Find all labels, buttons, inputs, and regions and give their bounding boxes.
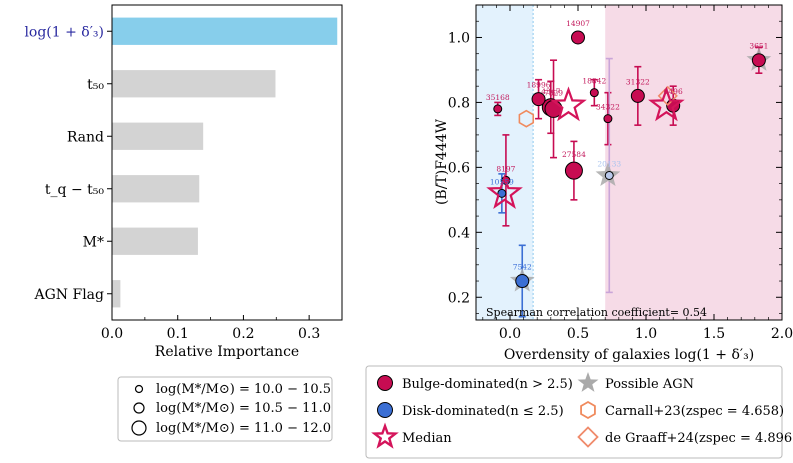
galaxy-id-label: 3651 bbox=[749, 42, 768, 51]
scatter-y-tick-label: 0.4 bbox=[448, 225, 470, 241]
bulge-point bbox=[630, 88, 645, 103]
carnall-legend-marker bbox=[580, 400, 596, 420]
importance-x-tick-label: 0.0 bbox=[101, 326, 123, 342]
scatter-x-tick-label: 1.0 bbox=[635, 326, 657, 342]
bulge-point bbox=[603, 114, 613, 124]
scatter-y-tick-label: 0.8 bbox=[448, 95, 470, 111]
scatter-y-tick-label: 1.0 bbox=[448, 30, 470, 46]
bulge-point bbox=[564, 161, 583, 180]
agn-legend-marker bbox=[577, 372, 599, 392]
carnall-legend-label: Carnall+23(zspec = 4.658) bbox=[605, 404, 784, 419]
scatter-x-tick-label: 0.5 bbox=[567, 326, 589, 342]
scatter-plot-frame bbox=[475, 4, 783, 321]
galaxy-id-label: 34322 bbox=[596, 103, 620, 112]
importance-category-label: AGN Flag bbox=[34, 287, 105, 303]
median-legend-label: Median bbox=[402, 431, 452, 446]
importance-category-label: M* bbox=[83, 234, 104, 250]
importance-bar bbox=[112, 122, 204, 150]
galaxy-id-label: 8197 bbox=[496, 164, 515, 173]
size-medium-marker bbox=[133, 402, 145, 414]
galaxy-id-label: 7542 bbox=[513, 263, 532, 272]
importance-category-label: t_q − t₅₀ bbox=[45, 182, 104, 198]
importance-category-label: Rand bbox=[67, 129, 104, 145]
marker-legend-box bbox=[365, 365, 783, 459]
disk-point bbox=[497, 188, 507, 198]
bulge-point bbox=[531, 92, 546, 107]
size-legend-box bbox=[117, 376, 333, 442]
bulge-point bbox=[493, 104, 503, 114]
disk-point bbox=[604, 170, 614, 180]
degraaff-legend-marker bbox=[577, 426, 599, 448]
bulge-point bbox=[751, 53, 766, 68]
marker-legend: Bulge-dominated(n > 2.5) Disk-dominated(… bbox=[365, 365, 793, 459]
agn-legend-label: Possible AGN bbox=[605, 377, 694, 392]
median-marker bbox=[648, 86, 685, 122]
importance-x-tick-label: 0.3 bbox=[298, 326, 320, 342]
importance-x-tick-label: 0.2 bbox=[232, 326, 254, 342]
median-marker bbox=[486, 174, 523, 209]
galaxy-id-label: 27584 bbox=[562, 150, 586, 159]
importance-bar bbox=[112, 70, 276, 98]
spearman-annotation: Spearman correlation coefficient= 0.54 bbox=[486, 306, 707, 319]
bulge-legend-label: Bulge-dominated(n > 2.5) bbox=[402, 377, 573, 392]
size-legend: log(M*/M⊙) = 10.0 − 10.5 log(M*/M⊙) = 10… bbox=[117, 376, 333, 442]
importance-bar bbox=[112, 280, 121, 308]
scatter-x-tick-label: 1.5 bbox=[703, 326, 725, 342]
galaxy-id-label: 14907 bbox=[566, 19, 590, 28]
importance-category-label: t₅₀ bbox=[87, 77, 104, 93]
importance-bar bbox=[112, 175, 200, 203]
size-legend-item: log(M*/M⊙) = 10.5 − 11.0 bbox=[156, 401, 331, 416]
high-density-region bbox=[605, 5, 782, 320]
degraaff-legend-label: de Graaff+24(zspec = 4.896) bbox=[605, 431, 793, 446]
bulge-point bbox=[571, 30, 585, 45]
galaxy-id-label: 35168 bbox=[486, 93, 510, 102]
bulge-point bbox=[589, 88, 599, 98]
size-legend-item: log(M*/M⊙) = 10.0 − 10.5 bbox=[156, 382, 331, 397]
importance-plot-frame bbox=[111, 4, 343, 321]
galaxy-id-label: 20133 bbox=[597, 159, 621, 168]
importance-category-label: log(1 + δ′₃) bbox=[24, 24, 104, 40]
scatter-y-tick-label: 0.6 bbox=[448, 160, 470, 176]
importance-bar bbox=[112, 227, 198, 255]
galaxy-id-label: 31322 bbox=[626, 77, 650, 86]
scatter-x-tick-label: 0.0 bbox=[499, 326, 521, 342]
degraaff-marker bbox=[657, 85, 678, 107]
scatter-y-tick-label: 0.2 bbox=[448, 290, 470, 306]
carnall-marker bbox=[518, 109, 535, 128]
median-marker bbox=[550, 86, 587, 122]
size-large-marker bbox=[131, 420, 147, 436]
median-legend-marker bbox=[371, 422, 399, 449]
scatter-y-label: (B/T)F444W bbox=[434, 118, 450, 205]
galaxy-id-label: 10559 bbox=[490, 177, 514, 186]
importance-bar bbox=[112, 17, 338, 45]
galaxy-id-label: 4347 bbox=[541, 87, 560, 96]
disk-legend-marker bbox=[377, 402, 393, 418]
size-small-marker bbox=[134, 384, 144, 394]
galaxy-id-label: 18996 bbox=[527, 81, 551, 90]
galaxy-id-label: 18842 bbox=[582, 77, 606, 86]
disk-point bbox=[515, 274, 530, 289]
scatter-x-label: Overdensity of galaxies log(1 + δ′₃) bbox=[504, 347, 754, 363]
galaxy-id-label: 7329 bbox=[544, 88, 563, 97]
bulge-legend-marker bbox=[377, 375, 393, 391]
galaxy-id-label: 6496 bbox=[664, 87, 683, 96]
importance-x-tick-label: 0.1 bbox=[167, 326, 189, 342]
size-legend-item: log(M*/M⊙) = 11.0 − 12.0 bbox=[156, 421, 331, 436]
importance-x-label: Relative Importance bbox=[155, 344, 299, 360]
scatter-x-tick-label: 2.0 bbox=[771, 326, 793, 342]
disk-legend-label: Disk-dominated(n ≤ 2.5) bbox=[402, 404, 564, 419]
low-density-region bbox=[476, 5, 534, 320]
importance-chart: log(1 + δ′₃) t₅₀ Rand t_q − t₅₀ M* AGN Flag 0… bbox=[24, 4, 343, 360]
